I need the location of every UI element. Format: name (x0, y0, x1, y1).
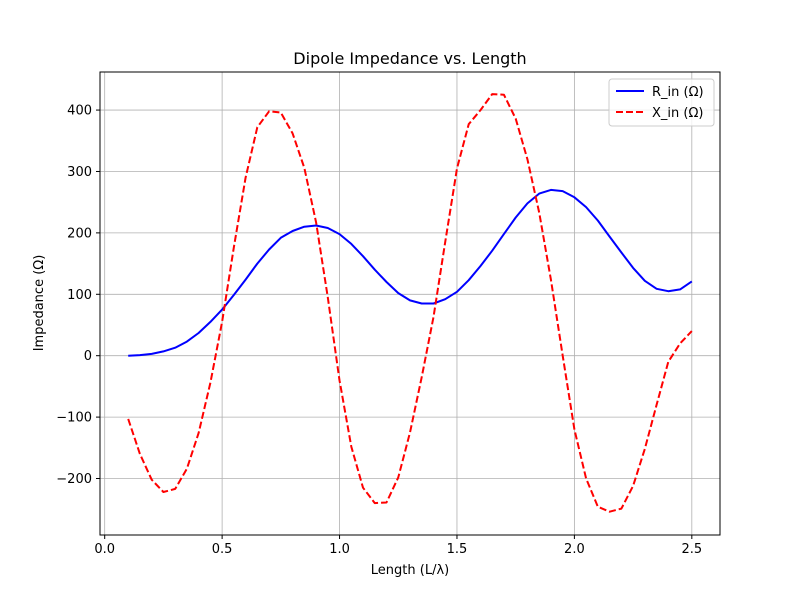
y-tick-label: 400 (67, 104, 92, 119)
y-tick-label: 100 (67, 288, 92, 303)
y-tick-label: 300 (67, 165, 92, 180)
x-tick-label: 1.0 (329, 542, 350, 557)
series-line-r-in (128, 188, 693, 357)
y-tick-label: 200 (67, 226, 92, 241)
y-tick-label: 0 (84, 349, 92, 364)
plot-frame (99, 71, 721, 536)
chart-title: Dipole Impedance vs. Length (293, 49, 526, 68)
y-axis-label: Impedance (Ω) (32, 255, 47, 352)
y-tick-label: −100 (56, 411, 92, 426)
x-tick-label: 0.5 (212, 542, 233, 557)
legend-label-r-in: R_in (Ω) (652, 85, 704, 100)
legend: R_in (Ω) X_in (Ω) (608, 78, 715, 127)
series-layer (127, 93, 693, 513)
tick-layer: 0.0 0.5 1.0 1.5 2.0 2.5 −200 −100 0 100 200 300 400 (56, 104, 702, 557)
x-tick-label: 2.5 (681, 542, 702, 557)
x-tick-label: 0.0 (94, 542, 115, 557)
legend-label-x-in: X_in (Ω) (652, 106, 703, 121)
y-tick-label: −200 (56, 472, 92, 487)
x-tick-label: 1.5 (447, 542, 468, 557)
x-axis-label: Length (L/λ) (371, 563, 449, 578)
x-tick-label: 2.0 (564, 542, 585, 557)
